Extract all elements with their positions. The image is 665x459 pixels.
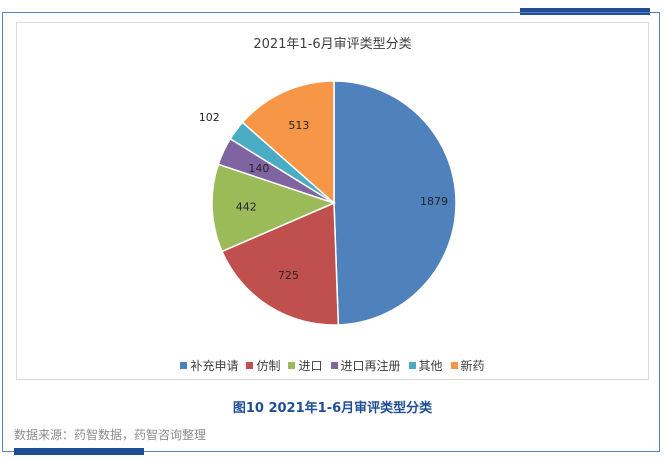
bottom-accent-bar	[14, 448, 144, 455]
legend-label: 进口	[298, 359, 323, 373]
legend-swatch	[408, 362, 416, 369]
data-label-1: 1879	[420, 195, 448, 208]
legend-item-6: 新药	[450, 357, 485, 374]
data-label-4: 140	[248, 162, 269, 175]
data-label-6: 513	[288, 119, 309, 132]
chart-legend: 补充申请 仿制 进口 进口再注册 其他 新药	[17, 357, 648, 374]
legend-swatch	[330, 362, 338, 369]
legend-label: 其他	[418, 359, 443, 373]
legend-item-1: 补充申请	[180, 357, 238, 374]
legend-item-4: 进口再注册	[330, 357, 401, 374]
data-label-5: 102	[199, 111, 220, 124]
legend-label: 进口再注册	[340, 359, 401, 373]
pie-slice-2	[221, 201, 340, 326]
legend-item-2: 仿制	[246, 357, 280, 374]
legend-swatch	[180, 362, 188, 369]
legend-swatch	[288, 362, 296, 369]
chart-area: 2021年1-6月审评类型分类 1879 725 442 140 102 513 补充申请…	[16, 22, 649, 380]
legend-label: 仿制	[256, 359, 281, 373]
legend-label: 新药	[460, 359, 485, 373]
figure-frame	[2, 12, 660, 452]
legend-item-5: 其他	[408, 357, 443, 374]
legend-swatch	[450, 362, 458, 369]
data-label-3: 442	[236, 201, 257, 214]
top-accent-bar	[520, 8, 650, 15]
data-label-2: 725	[278, 269, 299, 282]
legend-swatch	[246, 362, 254, 369]
legend-label: 补充申请	[190, 359, 239, 373]
pie-chart: 1879 725 442 140 102 513	[199, 80, 457, 326]
pie-slice-3	[211, 163, 337, 253]
chart-title: 2021年1-6月审评类型分类	[253, 37, 412, 52]
data-source-note: 数据来源：药智数据，药智咨询整理	[14, 428, 207, 442]
pie-slice-1	[333, 80, 457, 326]
figure-caption: 图10 2021年1-6月审评类型分类	[232, 401, 433, 416]
pie-slice-6	[241, 80, 335, 205]
legend-item-3: 进口	[288, 357, 323, 374]
